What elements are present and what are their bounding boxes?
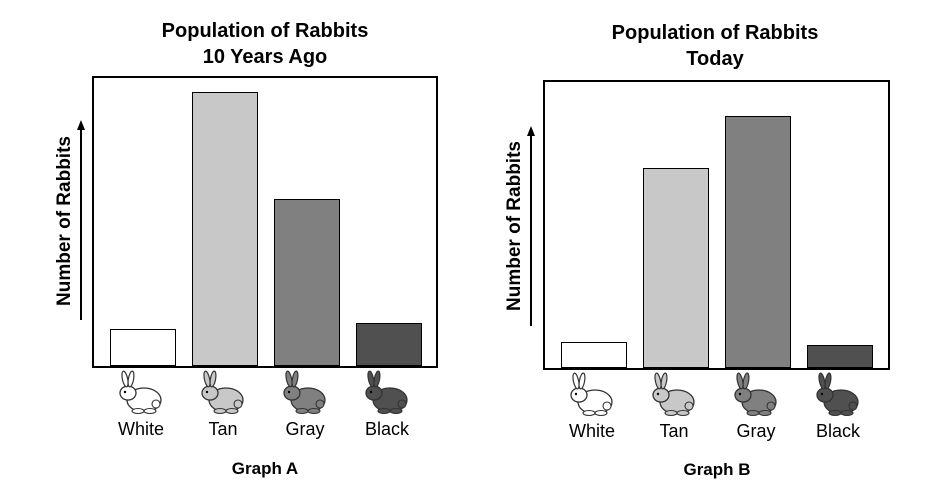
title-line-1: Population of Rabbits (611, 22, 819, 44)
y-axis-arrow (77, 120, 85, 320)
bar-black (356, 322, 422, 366)
chart-title: Population of Rabbits 10 Years Ago (105, 18, 425, 70)
x-tick-label: Gray (285, 419, 325, 439)
bar-tan (643, 167, 709, 368)
graph-label: Graph A (231, 459, 299, 478)
x-tick-label: Black (815, 421, 860, 441)
rabbit-icon (112, 368, 170, 416)
rabbit-icon (809, 370, 867, 418)
y-axis-label: Number of Rabbits (504, 141, 525, 311)
x-tick-label: White (117, 419, 164, 439)
graph-a-panel: Population of Rabbits 10 Years Ago Numbe… (0, 0, 450, 495)
rabbit-icon (276, 368, 334, 416)
bar-black (807, 345, 873, 368)
rabbit-icon (358, 368, 416, 416)
x-tick-label: Tan (659, 421, 689, 441)
y-axis-arrow (527, 126, 535, 326)
rabbit-icon (645, 370, 703, 418)
bar-gray (274, 198, 340, 366)
x-tick-label: Gray (736, 421, 776, 441)
bar-gray (725, 116, 791, 368)
title-line-1: Population of Rabbits (161, 20, 369, 42)
plot-area (543, 80, 890, 370)
x-tick-label: Black (364, 419, 409, 439)
title-line-2: 10 Years Ago (202, 46, 328, 68)
rabbit-icon (727, 370, 785, 418)
graph-b-panel: Population of Rabbits Today Number of Ra… (450, 0, 900, 495)
bar-white (110, 328, 176, 366)
rabbit-icon (194, 368, 252, 416)
plot-area (92, 76, 438, 368)
rabbit-icon (563, 370, 621, 418)
graph-label: Graph B (683, 460, 751, 479)
y-axis-label: Number of Rabbits (54, 136, 75, 306)
chart-title: Population of Rabbits Today (555, 20, 875, 72)
bar-white (561, 342, 627, 368)
x-tick-label: Tan (208, 419, 238, 439)
title-line-2: Today (686, 48, 744, 70)
x-tick-label: White (568, 421, 615, 441)
bar-tan (192, 92, 258, 366)
